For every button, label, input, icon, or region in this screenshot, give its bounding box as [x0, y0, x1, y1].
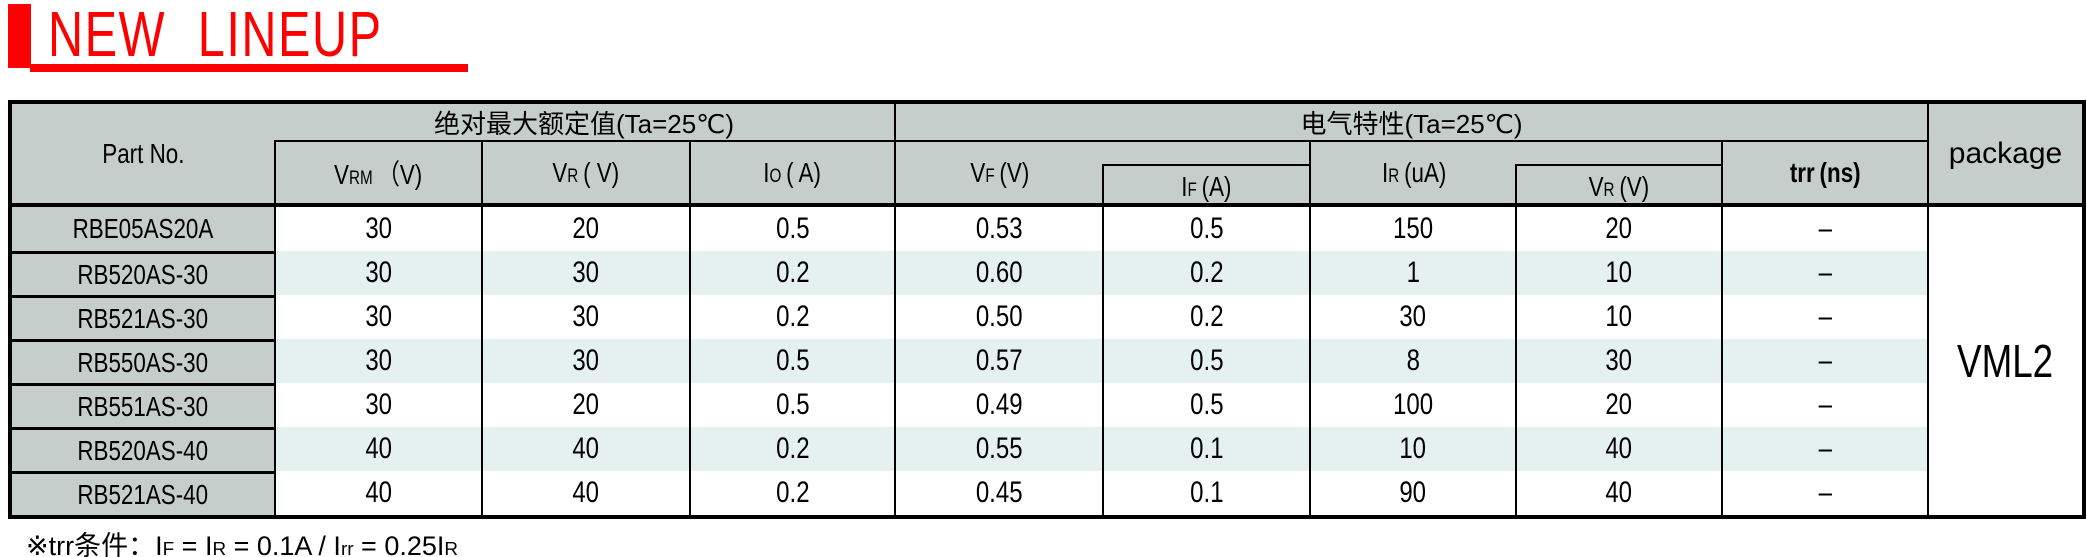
- part-no-cell: RB550AS-30: [12, 339, 274, 383]
- cell-vrm: 30: [274, 339, 481, 383]
- cell-ir: 90: [1309, 471, 1515, 515]
- cell-vrm: 40: [274, 427, 481, 471]
- cell-if: 0.5: [1102, 339, 1309, 383]
- cell-vr: 30: [481, 295, 689, 339]
- cell-if: 0.2: [1102, 295, 1309, 339]
- cell-vf: 0.57: [894, 339, 1102, 383]
- package-label: package: [1948, 136, 2063, 170]
- cell-vf: 0.55: [894, 427, 1102, 471]
- col-header-package: package: [1927, 104, 2082, 207]
- cell-io: 0.5: [689, 383, 894, 427]
- cell-vf: 0.45: [894, 471, 1102, 515]
- cell-ir: 1: [1309, 251, 1515, 295]
- trr-condition-footnote: ※trr条件：IF = IR = 0.1A / Irr = 0.25IR: [26, 531, 459, 557]
- cell-ir: 100: [1309, 383, 1515, 427]
- part-no-cell: RBE05AS20A: [12, 207, 274, 251]
- cell-vr2: 40: [1515, 471, 1721, 515]
- spec-table: Part No. 绝对最大额定值(Ta=25℃) 电气特性(Ta=25℃) VR…: [8, 100, 2086, 519]
- page-title: NEW LINEUP: [48, 0, 383, 70]
- cell-trr: –: [1721, 383, 1927, 427]
- part-no-cell: RB521AS-40: [12, 471, 274, 515]
- part-no-label: Part No.: [101, 137, 185, 169]
- banner-red-bar: [8, 4, 31, 68]
- cell-vr2: 20: [1515, 207, 1721, 251]
- cell-vr2: 30: [1515, 339, 1721, 383]
- cell-vr2: 10: [1515, 295, 1721, 339]
- cell-io: 0.5: [689, 339, 894, 383]
- cell-if: 0.2: [1102, 251, 1309, 295]
- cell-vr: 20: [481, 207, 689, 251]
- col-header-vr2: VR (V): [1515, 164, 1721, 207]
- cell-vr2: 40: [1515, 427, 1721, 471]
- part-no-cell: RB520AS-40: [12, 427, 274, 471]
- abs-max-label: 绝对最大额定值(Ta=25℃): [433, 108, 735, 139]
- banner-underline: [30, 64, 468, 72]
- cell-vr2: 10: [1515, 251, 1721, 295]
- col-header-trr: trr (ns): [1721, 142, 1927, 207]
- cell-if: 0.5: [1102, 207, 1309, 251]
- cell-if: 0.5: [1102, 383, 1309, 427]
- cell-vrm: 40: [274, 471, 481, 515]
- cell-trr: –: [1721, 427, 1927, 471]
- cell-vr: 30: [481, 251, 689, 295]
- cell-trr: –: [1721, 471, 1927, 515]
- package-cell: VML2: [1927, 207, 2082, 515]
- cell-vf: 0.53: [894, 207, 1102, 251]
- cell-io: 0.5: [689, 207, 894, 251]
- cell-vf: 0.60: [894, 251, 1102, 295]
- cell-if: 0.1: [1102, 471, 1309, 515]
- elec-label: 电气特性(Ta=25℃): [1300, 108, 1523, 139]
- part-no-cell: RB520AS-30: [12, 251, 274, 295]
- cell-vrm: 30: [274, 207, 481, 251]
- cell-io: 0.2: [689, 295, 894, 339]
- cell-trr: –: [1721, 251, 1927, 295]
- cell-ir: 8: [1309, 339, 1515, 383]
- cell-vrm: 30: [274, 383, 481, 427]
- cell-trr: –: [1721, 339, 1927, 383]
- cell-vr: 30: [481, 339, 689, 383]
- cell-vr: 20: [481, 383, 689, 427]
- cell-ir: 10: [1309, 427, 1515, 471]
- cell-vr2: 20: [1515, 383, 1721, 427]
- cell-vrm: 30: [274, 295, 481, 339]
- col-header-vf: VF (V): [894, 142, 1309, 207]
- cell-vrm: 30: [274, 251, 481, 295]
- package-value: VML2: [1957, 335, 2054, 387]
- col-header-vr: VR( V): [481, 142, 689, 207]
- col-header-part-no: Part No.: [12, 104, 274, 207]
- col-header-io: IO( A): [689, 142, 894, 207]
- col-header-if: IF (A): [1102, 164, 1309, 207]
- cell-trr: –: [1721, 295, 1927, 339]
- part-no-cell: RB521AS-30: [12, 295, 274, 339]
- group-header-abs-max: 绝对最大额定值(Ta=25℃): [274, 104, 894, 142]
- cell-vf: 0.49: [894, 383, 1102, 427]
- group-header-elec: 电气特性(Ta=25℃): [894, 104, 1927, 142]
- cell-if: 0.1: [1102, 427, 1309, 471]
- cell-io: 0.2: [689, 251, 894, 295]
- cell-vr: 40: [481, 471, 689, 515]
- cell-vf: 0.50: [894, 295, 1102, 339]
- cell-vr: 40: [481, 427, 689, 471]
- cell-trr: –: [1721, 207, 1927, 251]
- cell-io: 0.2: [689, 471, 894, 515]
- col-header-vrm: VRM （V): [274, 142, 481, 207]
- cell-io: 0.2: [689, 427, 894, 471]
- cell-ir: 150: [1309, 207, 1515, 251]
- part-no-cell: RB551AS-30: [12, 383, 274, 427]
- cell-ir: 30: [1309, 295, 1515, 339]
